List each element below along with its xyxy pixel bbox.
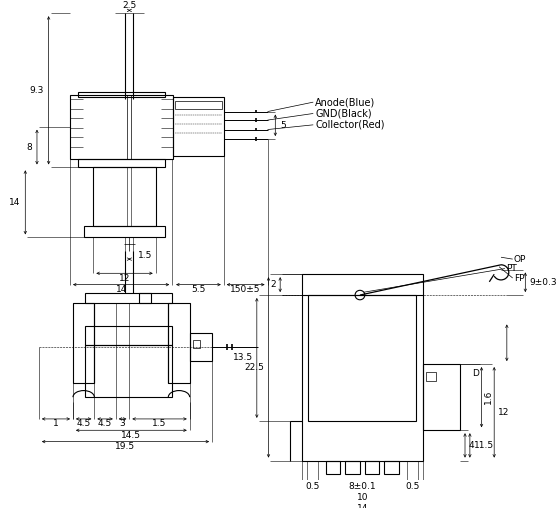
Text: 8±0.1: 8±0.1 [348,482,376,491]
Bar [78,159,165,167]
Text: 1.5: 1.5 [138,251,152,260]
Text: 1.6: 1.6 [483,390,492,404]
Text: 9±0.3: 9±0.3 [529,278,557,287]
Bar [78,92,165,98]
Text: 150±5: 150±5 [230,285,261,294]
Bar [85,326,172,345]
Bar [426,372,436,381]
Text: OP: OP [514,255,526,264]
Text: 2: 2 [270,280,276,289]
Text: 4: 4 [469,441,474,450]
Text: FP: FP [514,273,524,282]
Text: 11.5: 11.5 [474,441,494,450]
Text: Anode(Blue): Anode(Blue) [315,97,375,107]
Text: 13.5: 13.5 [233,354,253,362]
Bar [73,303,95,383]
Text: 3: 3 [120,419,125,428]
Bar [85,293,172,303]
Text: 19.5: 19.5 [115,442,136,451]
Text: 14: 14 [357,504,368,508]
Text: PT: PT [506,264,517,273]
Text: Collector(Red): Collector(Red) [315,120,385,130]
Bar [193,340,200,348]
Bar [70,94,173,159]
Bar [169,303,190,383]
Text: GND(Black): GND(Black) [315,109,372,118]
Text: 22.5: 22.5 [245,363,265,372]
Text: 4.5: 4.5 [77,419,91,428]
Bar [326,461,340,474]
Bar [365,461,379,474]
Text: 14: 14 [9,198,20,207]
Text: 1: 1 [53,419,59,428]
Text: 5: 5 [280,121,286,130]
Bar [423,364,460,430]
Bar [94,167,156,226]
Bar [302,274,423,461]
Bar [83,226,165,237]
Bar [309,295,417,421]
Text: 14.5: 14.5 [122,430,141,439]
Text: 10: 10 [357,493,368,502]
Text: 2.5: 2.5 [122,1,137,10]
Text: 4.5: 4.5 [98,419,112,428]
Bar [384,461,399,474]
Text: 8: 8 [26,143,32,151]
Text: 14: 14 [116,285,127,294]
Text: 12: 12 [498,408,510,417]
Text: 0.5: 0.5 [305,482,319,491]
Bar [173,98,224,156]
Text: 1.5: 1.5 [152,419,167,428]
Text: 0.5: 0.5 [405,482,419,491]
Bar [190,333,212,361]
Bar [346,461,360,474]
Bar [139,293,151,303]
Bar [175,101,222,109]
Text: D: D [472,369,479,378]
Text: 5.5: 5.5 [192,285,206,294]
Bar [85,345,172,397]
Text: 9.3: 9.3 [30,86,44,95]
Text: 12: 12 [119,273,130,282]
